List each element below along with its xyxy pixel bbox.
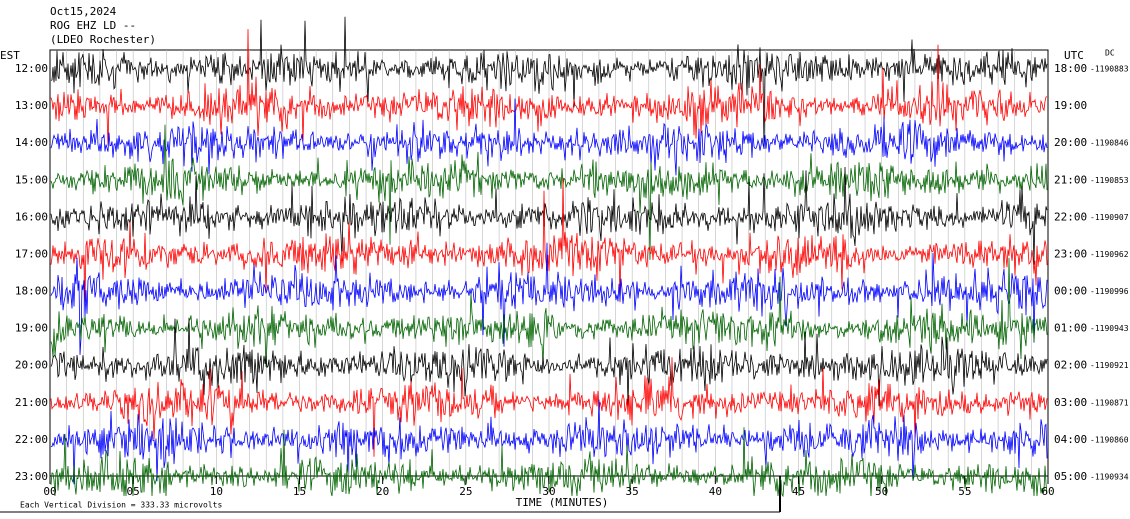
est-label: 21:00 xyxy=(15,396,48,409)
est-label: 18:00 xyxy=(15,285,48,298)
est-label: 14:00 xyxy=(15,136,48,149)
offset-label: -1190907 xyxy=(1090,213,1129,222)
est-label: 23:00 xyxy=(15,470,48,483)
title-line: (LDEO Rochester) xyxy=(50,33,156,46)
est-label: 22:00 xyxy=(15,433,48,446)
trace xyxy=(50,242,1048,355)
x-tick-label: 10 xyxy=(210,485,223,498)
offset-label: -1190921 xyxy=(1090,361,1129,370)
x-tick-label: 35 xyxy=(626,485,639,498)
est-label: 20:00 xyxy=(15,359,48,372)
x-axis-label: TIME (MINUTES) xyxy=(516,496,609,509)
offset-label: -1190883 xyxy=(1090,65,1129,74)
x-tick-label: 55 xyxy=(958,485,971,498)
est-label: 12:00 xyxy=(15,62,48,75)
trace xyxy=(50,98,1048,176)
utc-label: 00:00 xyxy=(1054,285,1087,298)
utc-label: 19:00 xyxy=(1054,99,1087,112)
trace xyxy=(50,357,1048,457)
trace xyxy=(50,124,1048,260)
x-tick-label: 30 xyxy=(542,485,555,498)
offset-label: -1190934 xyxy=(1090,473,1129,482)
x-tick-label: 00 xyxy=(43,485,56,498)
footnote: Each Vertical Division = 333.33 microvol… xyxy=(20,501,222,510)
x-tick-label: 60 xyxy=(1041,485,1054,498)
est-label: 15:00 xyxy=(15,173,48,186)
x-tick-label: 25 xyxy=(459,485,472,498)
est-label: 13:00 xyxy=(15,99,48,112)
utc-label: 03:00 xyxy=(1054,396,1087,409)
trace xyxy=(50,16,1048,150)
trace xyxy=(50,177,1048,303)
utc-label: 22:00 xyxy=(1054,210,1087,223)
x-tick-label: 45 xyxy=(792,485,805,498)
x-tick-label: 05 xyxy=(127,485,140,498)
trace xyxy=(50,257,1048,367)
trace xyxy=(50,427,1048,498)
utc-label: 02:00 xyxy=(1054,359,1087,372)
utc-label: 21:00 xyxy=(1054,173,1087,186)
est-label: 17:00 xyxy=(15,247,48,260)
offset-label: -1190996 xyxy=(1090,287,1129,296)
offset-label: -1190962 xyxy=(1090,250,1129,259)
x-tick-label: 40 xyxy=(709,485,722,498)
utc-label: 18:00 xyxy=(1054,62,1087,75)
est-label: 19:00 xyxy=(15,322,48,335)
x-tick-label: 20 xyxy=(376,485,389,498)
title-line: ROG EHZ LD -- xyxy=(50,19,136,32)
left-axis-label: EST xyxy=(0,49,20,62)
utc-label: 05:00 xyxy=(1054,470,1087,483)
trace xyxy=(50,166,1048,265)
offset-label: -1190871 xyxy=(1090,398,1129,407)
title-line: Oct15,2024 xyxy=(50,5,117,18)
x-tick-label: 15 xyxy=(293,485,306,498)
offset-label: -1190846 xyxy=(1090,139,1129,148)
right-axis-label: UTC xyxy=(1064,49,1084,62)
offset-label: -1190853 xyxy=(1090,176,1129,185)
est-label: 16:00 xyxy=(15,210,48,223)
x-tick-label: 50 xyxy=(875,485,888,498)
utc-label: 04:00 xyxy=(1054,433,1087,446)
corner-note: DC xyxy=(1105,49,1115,58)
offset-label: -1190860 xyxy=(1090,435,1129,444)
utc-label: 01:00 xyxy=(1054,322,1087,335)
utc-label: 23:00 xyxy=(1054,247,1087,260)
utc-label: 20:00 xyxy=(1054,136,1087,149)
offset-label: -1190943 xyxy=(1090,324,1129,333)
trace xyxy=(50,399,1048,485)
trace xyxy=(50,317,1048,407)
trace xyxy=(50,29,1048,146)
